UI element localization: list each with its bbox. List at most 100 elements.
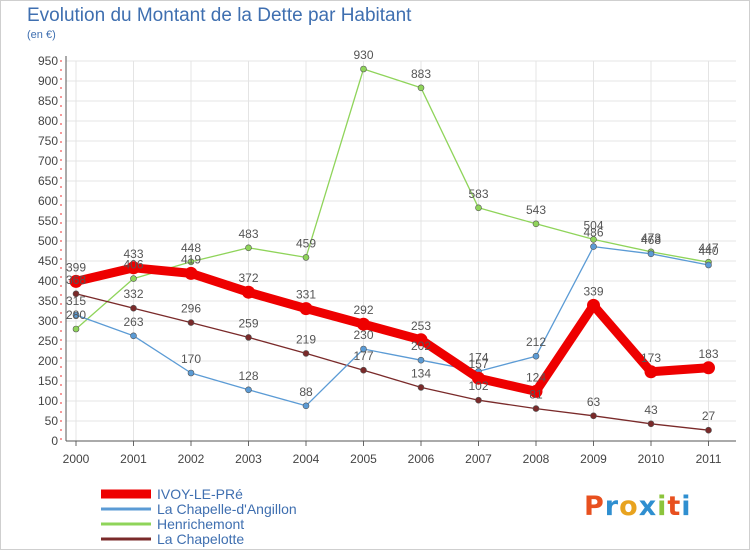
data-label: 468 — [641, 233, 661, 247]
data-point — [414, 333, 428, 347]
data-label: 583 — [468, 187, 488, 201]
logo-letter: t — [667, 491, 682, 522]
data-label: 230 — [353, 328, 373, 342]
data-label: 177 — [353, 349, 373, 363]
data-point — [302, 254, 310, 261]
data-point — [69, 274, 83, 288]
data-point — [705, 261, 712, 269]
data-point — [130, 332, 137, 340]
legend-label: Henrichemont — [157, 516, 244, 532]
y-tick-label: 100 — [38, 394, 58, 408]
series-line — [71, 263, 713, 396]
data-label: 63 — [587, 395, 601, 409]
data-point — [299, 302, 313, 316]
logo-letter: r — [604, 491, 620, 522]
x-tick-label: 2003 — [235, 452, 262, 466]
data-point — [587, 298, 600, 312]
data-label: 88 — [299, 385, 313, 399]
data-point — [245, 244, 252, 252]
data-label: 134 — [411, 366, 431, 380]
y-tick-label: 400 — [38, 274, 58, 288]
data-point — [647, 420, 655, 428]
logo-letter: i — [657, 491, 668, 522]
y-tick-label: 700 — [38, 154, 58, 168]
data-label: 43 — [644, 403, 658, 417]
data-label: 543 — [526, 203, 546, 217]
series-line — [75, 68, 710, 330]
x-tick-label: 2010 — [638, 452, 665, 466]
data-label: 292 — [353, 303, 373, 317]
data-point — [187, 319, 195, 326]
data-label: 486 — [583, 226, 603, 240]
legend-label: IVOY-LE-PRé — [157, 486, 243, 502]
data-point — [532, 220, 540, 228]
logo-letter: x — [638, 491, 658, 522]
data-point — [360, 65, 367, 73]
data-label: 263 — [123, 315, 143, 329]
data-point — [590, 243, 597, 250]
data-label: 399 — [66, 260, 86, 274]
data-label: 419 — [181, 252, 201, 266]
data-label: 483 — [238, 227, 258, 241]
data-label: 212 — [526, 335, 546, 349]
data-label: 883 — [411, 67, 431, 81]
x-tick-label: 2001 — [120, 452, 147, 466]
data-point — [644, 365, 658, 379]
data-label: 930 — [353, 48, 373, 62]
data-point — [475, 204, 482, 212]
y-tick-label: 250 — [38, 334, 58, 348]
data-point — [417, 84, 425, 92]
x-tick-label: 2011 — [696, 452, 722, 466]
logo-letter: o — [619, 491, 639, 522]
data-label: 459 — [296, 236, 316, 250]
legend-label: La Chapelotte — [157, 531, 244, 547]
x-tick-label: 2005 — [350, 452, 377, 466]
y-tick-label: 300 — [38, 314, 58, 328]
data-label: 433 — [123, 247, 143, 261]
data-point — [702, 361, 715, 375]
y-tick-label: 450 — [38, 254, 58, 268]
data-label: 170 — [181, 352, 201, 366]
data-label: 124 — [526, 370, 546, 384]
x-tick-label: 2004 — [293, 452, 320, 466]
data-point — [242, 285, 255, 299]
y-tick-label: 650 — [38, 174, 58, 188]
data-label: 447 — [698, 241, 718, 255]
data-label: 102 — [468, 379, 488, 393]
y-tick-label: 550 — [38, 214, 58, 228]
series-line — [75, 293, 710, 431]
y-tick-label: 850 — [38, 94, 58, 108]
data-label: 440 — [698, 244, 718, 258]
data-label: 253 — [411, 319, 431, 333]
data-label: 174 — [468, 350, 488, 364]
data-point — [705, 426, 712, 434]
data-point — [360, 366, 367, 374]
y-tick-label: 0 — [51, 434, 58, 448]
y-tick-label: 150 — [38, 374, 58, 388]
y-tick-label: 800 — [38, 114, 58, 128]
data-label: 280 — [66, 308, 86, 322]
data-point — [647, 250, 655, 258]
x-tick-label: 2009 — [580, 452, 607, 466]
logo-letter: P — [584, 491, 605, 522]
data-point — [72, 290, 80, 298]
chart-subtitle: (en €) — [27, 29, 56, 41]
y-tick-label: 750 — [38, 134, 58, 148]
data-point — [417, 384, 425, 391]
data-point — [245, 334, 252, 341]
data-label: 259 — [238, 316, 258, 330]
data-label: 372 — [238, 271, 258, 285]
data-point — [130, 304, 137, 312]
data-point — [357, 317, 370, 331]
proxiti-logo: Proxiti — [584, 491, 692, 522]
x-tick-label: 2006 — [408, 452, 435, 466]
x-tick-label: 2007 — [465, 452, 492, 466]
x-tick-label: 2002 — [178, 452, 205, 466]
y-tick-label: 350 — [38, 294, 58, 308]
data-label: 406 — [123, 258, 143, 272]
data-point — [532, 352, 540, 360]
logo-letter: i — [681, 491, 692, 522]
data-label: 315 — [66, 294, 86, 308]
